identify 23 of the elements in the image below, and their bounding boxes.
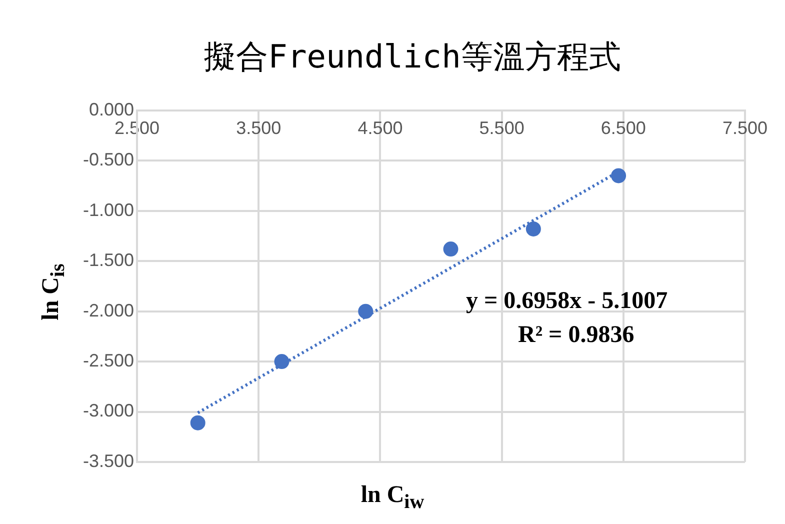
annotation: y = 0.6958x - 5.1007 [466,288,668,315]
x-tick-label: 7.500 [722,118,768,138]
y-tick-label: -1.500 [82,250,134,270]
y-tick-label: 0.000 [88,99,134,120]
x-tick-label: 4.500 [358,118,403,138]
y-tick-label: -0.500 [82,150,134,170]
point [443,242,458,257]
point [274,354,290,370]
chart-title: 擬合Freundlich等溫方程式 [204,38,621,76]
x-tick-label: 6.500 [600,118,646,138]
point [526,221,541,236]
y-tick-label: -2.000 [82,300,134,320]
point [611,168,626,184]
x-axis-title: ln C$_{iw}$ [360,482,426,514]
point [358,304,374,319]
x-tick-label: 3.500 [236,118,282,138]
y-tick-label: -1.000 [82,200,134,220]
x-tick-label: 5.500 [479,118,524,138]
y-tick-label: -3.000 [82,400,134,421]
y-tick-label: -2.500 [82,350,134,371]
y-tick-label: -3.500 [82,450,134,471]
point [190,415,206,430]
annotation: R² = 0.9836 [518,322,634,349]
